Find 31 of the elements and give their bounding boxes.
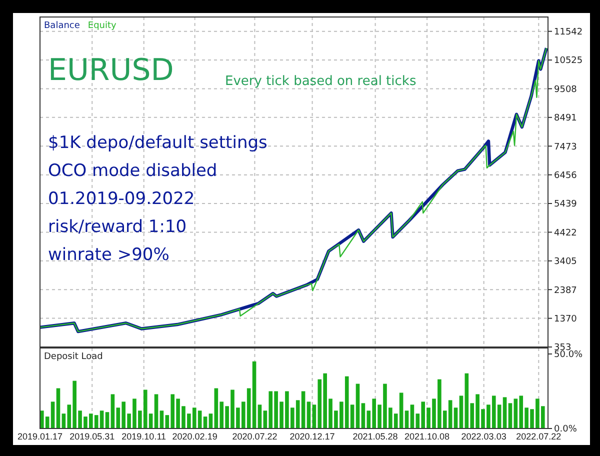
y-tick-label: 7473	[554, 142, 577, 152]
y-tick-label: 10525	[554, 56, 583, 66]
text: Equity	[88, 21, 118, 31]
y-tick-label: 3405	[554, 257, 577, 268]
x-tick-label: 2022.07.22	[516, 432, 562, 442]
x-tick-label: 2020.02.19	[172, 432, 218, 442]
x-tick-label: 2021.10.08	[404, 432, 450, 442]
x-tick-label: 2020.07.22	[232, 432, 278, 442]
y-tick-label: 9508	[554, 84, 578, 95]
annotation: winrate >90%	[48, 245, 170, 265]
chart-title: Deposit Load	[44, 352, 103, 362]
y-tick-label: 11542	[554, 27, 583, 38]
annotation: 01.2019-09.2022	[48, 189, 195, 209]
y-tick-label: 2387	[554, 286, 577, 296]
annotation: OCO mode disabled	[48, 161, 218, 181]
y-tick-label: 1370	[554, 314, 578, 324]
y-tick-label: 5439	[554, 200, 578, 210]
x-tick-label: 2019.01.17	[17, 432, 63, 442]
y-tick-label: 8491	[554, 114, 577, 124]
y-tick-label: 6456	[554, 170, 578, 181]
annotation: Every tick based on real ticks	[225, 74, 416, 89]
x-tick-label: 2021.05.28	[352, 432, 398, 442]
annotation: risk/reward 1:10	[48, 217, 187, 237]
text: Balance	[44, 21, 80, 31]
x-tick-label: 2020.12.17	[290, 432, 335, 442]
x-tick-label: 2019.05.31	[70, 432, 115, 442]
annotation: EURUSD	[48, 53, 174, 88]
x-tick-label: 2022.03.03	[461, 432, 506, 442]
y-tick-label: 4422	[554, 228, 577, 238]
x-tick-label: 2019.10.11	[122, 432, 166, 442]
annotation: $1K depo/default settings	[48, 133, 268, 153]
